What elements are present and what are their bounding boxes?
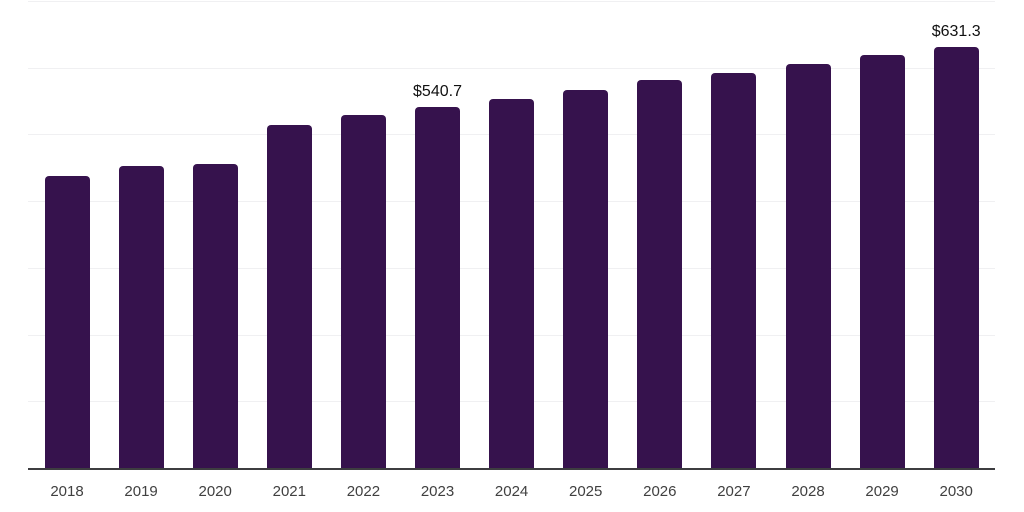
- x-tick-label-2024: 2024: [494, 483, 529, 500]
- x-tick-label-2027: 2027: [717, 483, 751, 500]
- bar-2023[interactable]: [415, 107, 460, 468]
- x-tick-label-2020: 2020: [198, 483, 232, 500]
- gridline-700: [28, 1, 995, 2]
- x-tick-label-2022: 2022: [346, 483, 381, 500]
- x-tick-label-2030: 2030: [939, 483, 973, 500]
- bar-2021[interactable]: [266, 125, 312, 468]
- x-tick-label-2023: 2023: [420, 483, 455, 500]
- bar-2029[interactable]: [859, 55, 905, 468]
- bar-2018[interactable]: [44, 176, 90, 468]
- bar-2028[interactable]: [785, 64, 831, 468]
- data-label-2023: $540.7: [413, 83, 462, 101]
- x-tick-label-2028: 2028: [791, 483, 825, 500]
- gridline-600: [28, 67, 995, 69]
- data-label-2030: $631.3: [931, 22, 981, 40]
- bar-2027[interactable]: [711, 72, 757, 468]
- x-tick-label-2029: 2029: [865, 483, 899, 500]
- x-tick-label-2018: 2018: [50, 483, 84, 500]
- bar-2026[interactable]: [637, 80, 683, 468]
- x-tick-label-2019: 2019: [124, 483, 158, 500]
- x-axis-line: [28, 468, 995, 470]
- bar-2025[interactable]: [563, 89, 609, 468]
- x-tick-label-2025: 2025: [569, 483, 603, 500]
- bar-2019[interactable]: [118, 165, 164, 468]
- bar-2022[interactable]: [340, 115, 386, 468]
- x-tick-label-2026: 2026: [643, 483, 677, 500]
- bar-2020[interactable]: [192, 163, 238, 468]
- bar-2030[interactable]: [933, 46, 979, 468]
- bar-2024[interactable]: [489, 99, 535, 468]
- x-tick-label-2021: 2021: [272, 483, 306, 500]
